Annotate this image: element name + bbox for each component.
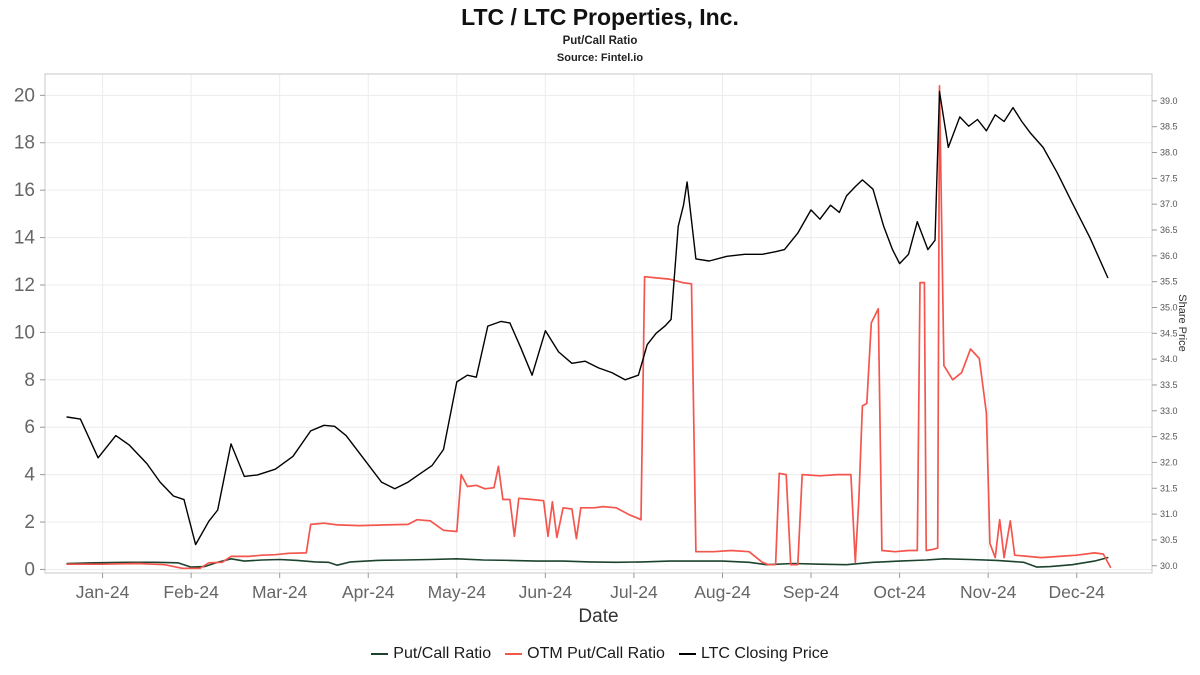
- svg-text:32.5: 32.5: [1160, 432, 1178, 442]
- svg-text:Aug-24: Aug-24: [694, 582, 751, 602]
- legend-label: Put/Call Ratio: [393, 645, 492, 662]
- svg-text:10: 10: [14, 322, 35, 343]
- legend-item-ltc-closing-price: LTC Closing Price: [678, 645, 829, 663]
- svg-text:6: 6: [24, 417, 35, 438]
- svg-text:31.0: 31.0: [1160, 509, 1178, 519]
- svg-text:30.0: 30.0: [1160, 561, 1178, 571]
- svg-text:Dec-24: Dec-24: [1049, 582, 1106, 602]
- legend-item-otm-put-call-ratio: OTM Put/Call Ratio: [505, 645, 665, 663]
- svg-text:Jan-24: Jan-24: [76, 582, 130, 602]
- svg-text:Sep-24: Sep-24: [783, 582, 840, 602]
- svg-text:35.0: 35.0: [1160, 302, 1178, 312]
- svg-text:May-24: May-24: [428, 582, 487, 602]
- svg-text:12: 12: [14, 275, 35, 296]
- svg-text:33.0: 33.0: [1160, 406, 1178, 416]
- otm-put-call-ratio-swatch-icon: [505, 652, 523, 656]
- x-axis-title: Date: [578, 606, 619, 627]
- svg-text:Jun-24: Jun-24: [519, 582, 573, 602]
- right-axis-title: Share Price: [1176, 294, 1188, 352]
- legend-label: OTM Put/Call Ratio: [527, 645, 665, 662]
- svg-text:Jul-24: Jul-24: [610, 582, 658, 602]
- svg-text:31.5: 31.5: [1160, 483, 1178, 493]
- svg-text:Mar-24: Mar-24: [252, 582, 308, 602]
- svg-text:37.0: 37.0: [1160, 199, 1178, 209]
- svg-text:37.5: 37.5: [1160, 173, 1178, 183]
- svg-text:20: 20: [14, 85, 35, 106]
- page-title: LTC / LTC Properties, Inc.: [461, 4, 739, 30]
- svg-text:Oct-24: Oct-24: [873, 582, 926, 602]
- svg-text:39.0: 39.0: [1160, 96, 1178, 106]
- svg-text:36.0: 36.0: [1160, 251, 1178, 261]
- svg-text:32.0: 32.0: [1160, 457, 1178, 467]
- ltc-closing-price-swatch-icon: [678, 652, 696, 656]
- svg-text:35.5: 35.5: [1160, 277, 1178, 287]
- chart-source: Source: Fintel.io: [556, 52, 644, 64]
- svg-text:2: 2: [24, 512, 35, 533]
- put-call-ratio-swatch-icon: [371, 652, 389, 656]
- svg-text:Apr-24: Apr-24: [342, 582, 395, 602]
- svg-text:Feb-24: Feb-24: [163, 582, 219, 602]
- svg-text:36.5: 36.5: [1160, 225, 1178, 235]
- legend: Put/Call Ratio OTM Put/Call Ratio LTC Cl…: [0, 645, 1200, 663]
- svg-text:4: 4: [24, 465, 35, 486]
- svg-text:34.0: 34.0: [1160, 354, 1178, 364]
- svg-text:Nov-24: Nov-24: [960, 582, 1017, 602]
- svg-text:8: 8: [24, 370, 35, 391]
- svg-text:0: 0: [24, 559, 35, 580]
- svg-text:18: 18: [14, 133, 35, 154]
- legend-item-put-call-ratio: Put/Call Ratio: [371, 645, 491, 663]
- svg-text:38.5: 38.5: [1160, 122, 1178, 132]
- legend-label: LTC Closing Price: [700, 645, 829, 662]
- chart-subtitle: Put/Call Ratio: [562, 35, 638, 47]
- svg-text:38.0: 38.0: [1160, 148, 1178, 158]
- svg-text:30.5: 30.5: [1160, 535, 1178, 545]
- svg-text:16: 16: [14, 180, 35, 201]
- svg-text:33.5: 33.5: [1160, 380, 1178, 390]
- svg-text:34.5: 34.5: [1160, 328, 1178, 338]
- svg-text:14: 14: [14, 228, 36, 249]
